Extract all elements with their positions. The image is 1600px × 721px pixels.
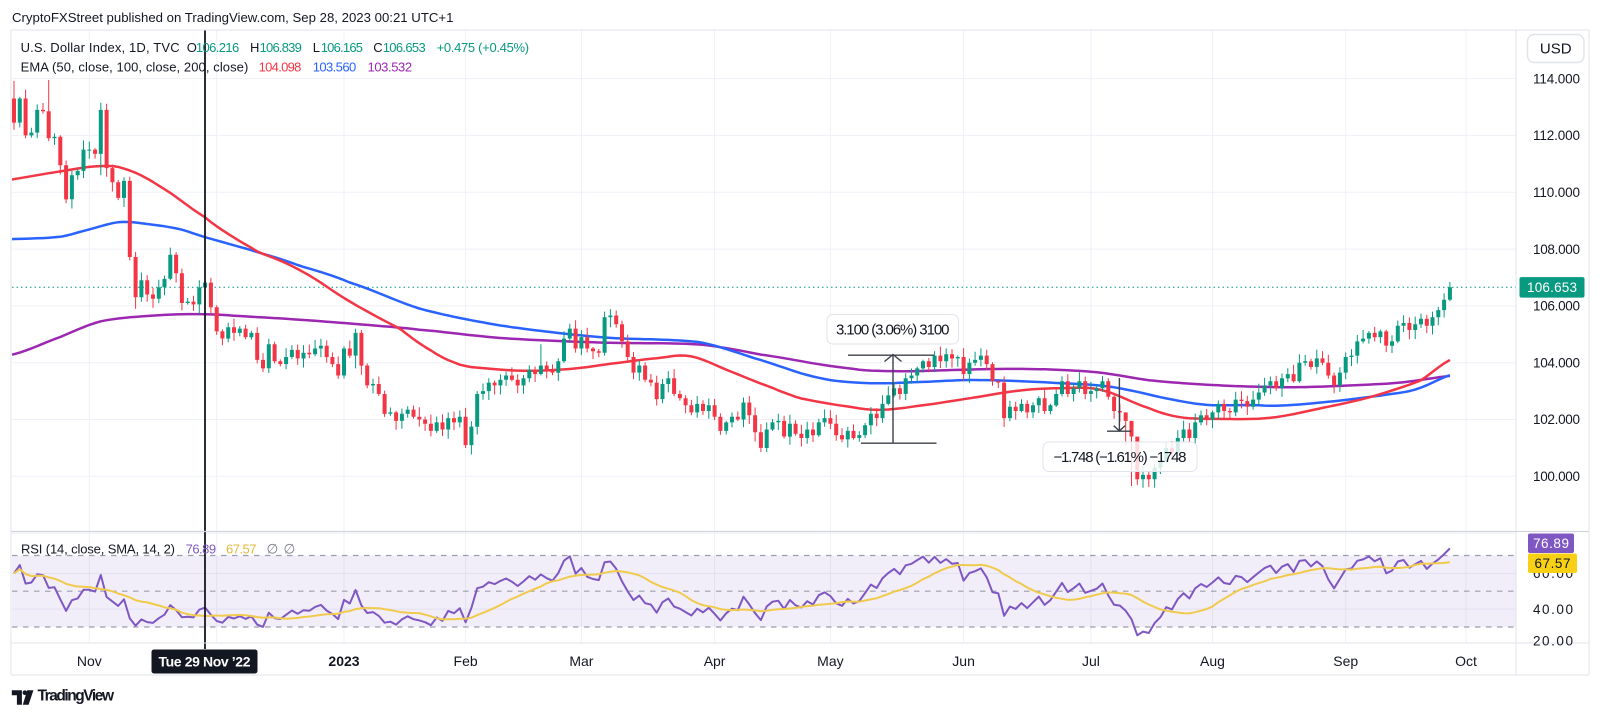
svg-text:67.57: 67.57 — [226, 542, 257, 557]
svg-text:106.653: 106.653 — [1527, 280, 1577, 295]
svg-text:106.000: 106.000 — [1533, 299, 1580, 314]
svg-text:102.000: 102.000 — [1533, 412, 1580, 427]
svg-text:100.000: 100.000 — [1533, 469, 1580, 484]
svg-text:Jun: Jun — [952, 653, 975, 669]
svg-text:110.000: 110.000 — [1533, 185, 1580, 200]
svg-text:Aug: Aug — [1200, 653, 1225, 669]
svg-text:Oct: Oct — [1455, 653, 1477, 669]
svg-text:O: O — [187, 40, 197, 55]
svg-text:Apr: Apr — [704, 653, 726, 669]
svg-text:106.653: 106.653 — [383, 40, 426, 55]
svg-text:2023: 2023 — [328, 653, 359, 669]
svg-text:−1.748 (−1.61%) −1748: −1.748 (−1.61%) −1748 — [1054, 449, 1187, 466]
svg-text:106.216: 106.216 — [196, 40, 239, 55]
svg-text:3.100 (3.06%) 3100: 3.100 (3.06%) 3100 — [836, 322, 950, 339]
svg-text:+0.475 (+0.45%): +0.475 (+0.45%) — [437, 40, 529, 55]
svg-text:∅: ∅ — [284, 542, 296, 557]
svg-text:Feb: Feb — [454, 653, 478, 669]
svg-text:U.S. Dollar Index, 1D, TVC: U.S. Dollar Index, 1D, TVC — [21, 40, 180, 55]
svg-text:20.00: 20.00 — [1533, 634, 1573, 649]
svg-text:40.00: 40.00 — [1533, 602, 1573, 617]
svg-text:106.839: 106.839 — [260, 40, 302, 55]
svg-text:112.000: 112.000 — [1533, 128, 1580, 143]
svg-text:Mar: Mar — [569, 653, 593, 669]
svg-text:RSI (14, close, SMA, 14, 2): RSI (14, close, SMA, 14, 2) — [21, 542, 175, 557]
svg-text:103.560: 103.560 — [313, 60, 357, 75]
svg-text:May: May — [817, 653, 843, 669]
svg-text:∅: ∅ — [267, 542, 279, 557]
svg-text:104.098: 104.098 — [259, 60, 302, 75]
svg-text:EMA (50, close, 100, close, 20: EMA (50, close, 100, close, 200, close) — [21, 60, 249, 75]
svg-text:Sep: Sep — [1333, 653, 1358, 669]
svg-text:Nov: Nov — [77, 653, 102, 669]
svg-text:TradingView: TradingView — [38, 688, 115, 705]
svg-text:114.000: 114.000 — [1533, 71, 1580, 86]
svg-text:L: L — [313, 40, 320, 55]
svg-text:USD: USD — [1540, 41, 1572, 58]
svg-text:Jul: Jul — [1082, 653, 1100, 669]
svg-text:106.165: 106.165 — [321, 40, 363, 55]
svg-text:76.89: 76.89 — [186, 542, 217, 557]
svg-text:76.89: 76.89 — [1533, 536, 1569, 551]
svg-text:Tue 29 Nov ’22: Tue 29 Nov ’22 — [159, 654, 251, 670]
svg-text:CryptoFXStreet published on Tr: CryptoFXStreet published on TradingView.… — [12, 10, 453, 25]
svg-text:67.57: 67.57 — [1535, 556, 1571, 571]
svg-text:104.000: 104.000 — [1533, 355, 1580, 370]
svg-text:103.532: 103.532 — [368, 60, 413, 75]
svg-text:108.000: 108.000 — [1533, 242, 1580, 257]
svg-text:C: C — [373, 40, 382, 55]
svg-text:H: H — [250, 40, 259, 55]
